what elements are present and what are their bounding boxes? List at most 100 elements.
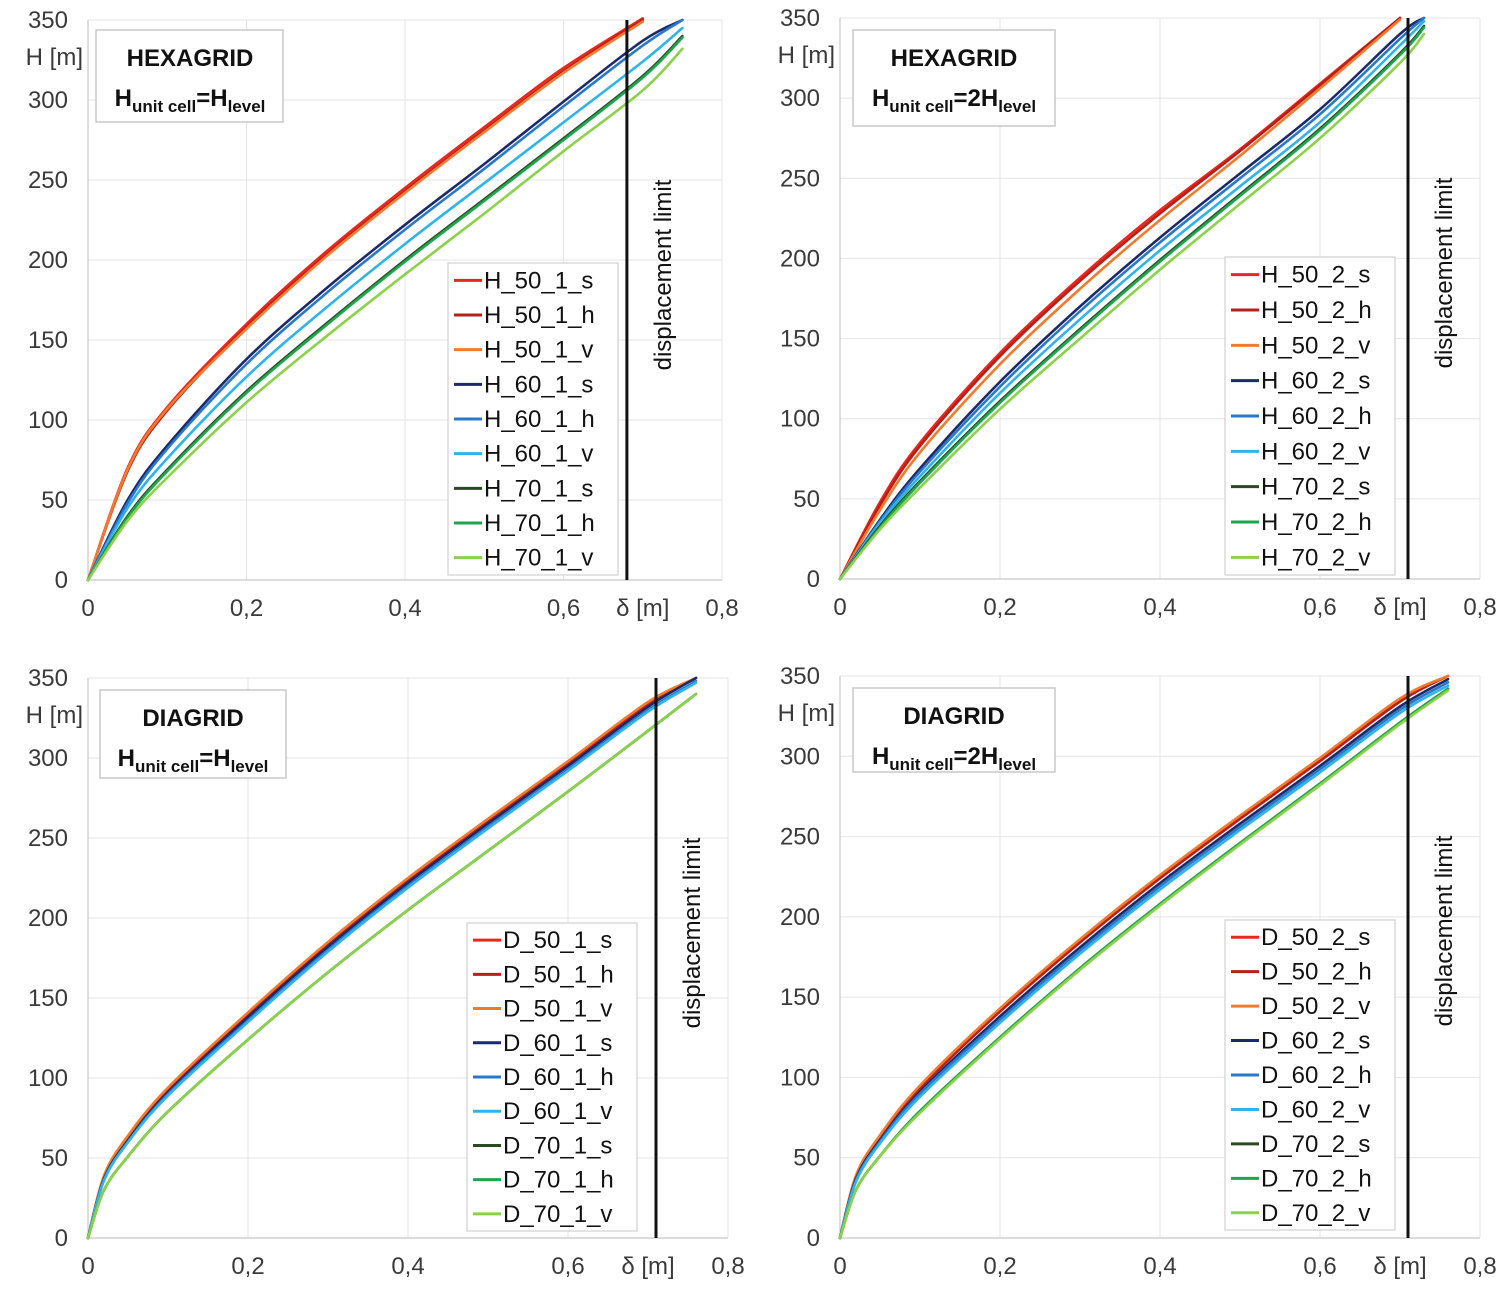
series-line-H_60_2_s [838, 16, 1426, 581]
y-tick-label: 150 [780, 326, 820, 353]
x-axis-label: δ [m] [621, 1253, 674, 1280]
chart-title: DIAGRID [142, 705, 243, 732]
title-box [95, 29, 284, 123]
chart-panel-4: 0 0,2 0,4 0,6 0,8 0 50 100 150 200 250 300 350 H [m] δ… [778, 663, 1497, 1280]
x-tick-label: 0,8 [1463, 1253, 1496, 1280]
series-line-D_50_2_v [838, 674, 1450, 1240]
subtitle-part: unit cell [135, 757, 199, 776]
y-tick-label: 0 [55, 567, 68, 594]
legend-entry: H_50_2_s [1261, 262, 1370, 289]
series-line-H_50_2_v [838, 18, 1402, 581]
series-line-D_60_2_v [838, 684, 1450, 1240]
legend-entry: D_50_2_s [1261, 924, 1370, 951]
chart-panel-2: 0 0,2 0,4 0,6 0,8 0 50 100 150 200 250 300 350 H [m] δ… [778, 5, 1497, 621]
legend-entry: H_70_1_v [484, 545, 593, 572]
y-tick-label: 50 [793, 1145, 820, 1172]
x-tick-label: 0 [81, 1253, 94, 1280]
y-tick-label: 100 [780, 1064, 820, 1091]
subtitle-part: level [998, 97, 1036, 116]
x-tick-label: 0,4 [1143, 594, 1176, 621]
y-tick-label: 250 [28, 167, 68, 194]
y-tick-label: 250 [780, 165, 820, 192]
legend-entry: H_70_2_s [1261, 474, 1370, 501]
series-line-H_60_1_s [86, 18, 684, 582]
legend-entry: D_60_1_h [503, 1064, 614, 1091]
series-line-H_70_2_v [838, 32, 1426, 581]
y-tick-label: 0 [55, 1225, 68, 1252]
series-line-D_50_1_v [86, 676, 698, 1240]
y-tick-label: 150 [28, 327, 68, 354]
y-tick-label: 250 [28, 825, 68, 852]
subtitle-part: H [115, 85, 132, 112]
legend-entry: H_70_2_v [1261, 544, 1370, 571]
legend-entry: H_60_2_s [1261, 368, 1370, 395]
x-axis-label: δ [m] [1373, 594, 1426, 621]
y-tick-label: 300 [28, 87, 68, 114]
y-axis-label: H [m] [778, 700, 835, 727]
x-tick-label: 0,2 [983, 1253, 1016, 1280]
x-tick-label: 0,6 [551, 1253, 584, 1280]
chart-title: HEXAGRID [891, 45, 1018, 72]
chart-title: DIAGRID [903, 703, 1004, 730]
legend-entry: H_50_2_h [1261, 297, 1372, 324]
series-line-D_60_1_v [86, 681, 698, 1240]
legend-entry: H_50_1_h [484, 302, 595, 329]
y-tick-label: 350 [780, 5, 820, 32]
legend-entry: D_50_1_s [503, 927, 612, 954]
x-axis-label: δ [m] [1373, 1253, 1426, 1280]
chart-subtitle: Hunit cell=2Hlevel [872, 743, 1036, 774]
x-axis-label: δ [m] [616, 595, 669, 622]
x-tick-label: 0,6 [1303, 594, 1336, 621]
subtitle-part: unit cell [889, 97, 953, 116]
x-tick-label: 0,6 [547, 595, 580, 622]
series-line-H_50_1_v [86, 20, 644, 582]
chart-title: HEXAGRID [127, 45, 254, 72]
legend-entry: D_70_2_s [1261, 1131, 1370, 1158]
legend-entry: D_50_1_h [503, 961, 614, 988]
y-tick-label: 300 [28, 745, 68, 772]
subtitle-part: H [118, 745, 135, 772]
subtitle-part: =2H [954, 743, 999, 770]
legend-entry: H_70_1_s [484, 475, 593, 502]
displacement-limit-label: displacement limit [679, 837, 706, 1028]
legend-entry: D_60_2_s [1261, 1028, 1370, 1055]
legend-entry: H_70_1_h [484, 510, 595, 537]
legend-entry: D_60_2_h [1261, 1062, 1372, 1089]
y-tick-label: 100 [28, 407, 68, 434]
y-tick-label: 300 [780, 743, 820, 770]
y-tick-label: 200 [780, 904, 820, 931]
y-tick-label: 50 [793, 486, 820, 513]
legend-entry: D_50_2_v [1261, 993, 1370, 1020]
legend-entry: H_50_2_v [1261, 332, 1370, 359]
subtitle-part: =H [199, 745, 230, 772]
y-tick-label: 350 [780, 663, 820, 690]
legend-entry: D_60_1_v [503, 1098, 612, 1125]
chart-subtitle: Hunit cell=Hlevel [118, 745, 269, 776]
legend-entry: H_70_2_h [1261, 509, 1372, 536]
y-tick-label: 350 [28, 7, 68, 34]
y-tick-label: 50 [41, 487, 68, 514]
displacement-limit-label: displacement limit [1431, 835, 1458, 1026]
title-box [99, 689, 287, 779]
y-tick-label: 350 [28, 665, 68, 692]
series-line-H_70_1_h [86, 36, 684, 582]
legend-entry: D_60_2_v [1261, 1096, 1370, 1123]
chart-subtitle: Hunit cell=Hlevel [115, 85, 266, 116]
legend-entry: D_50_2_h [1261, 959, 1372, 986]
subtitle-part: unit cell [889, 755, 953, 774]
x-tick-label: 0,8 [1463, 594, 1496, 621]
legend-entry: D_70_1_h [503, 1167, 614, 1194]
chart-subtitle: Hunit cell=2Hlevel [872, 85, 1036, 116]
y-tick-label: 50 [41, 1145, 68, 1172]
x-tick-label: 0,4 [391, 1253, 424, 1280]
legend-entry: D_50_1_v [503, 996, 612, 1023]
subtitle-part: =H [196, 85, 227, 112]
legend-entry: H_60_2_h [1261, 403, 1372, 430]
y-axis-label: H [m] [26, 44, 83, 71]
series-line-H_50_2_h [838, 16, 1402, 581]
x-tick-label: 0 [833, 594, 846, 621]
subtitle-part: level [231, 757, 269, 776]
y-axis-label: H [m] [778, 42, 835, 69]
legend-entry: H_60_2_v [1261, 438, 1370, 465]
